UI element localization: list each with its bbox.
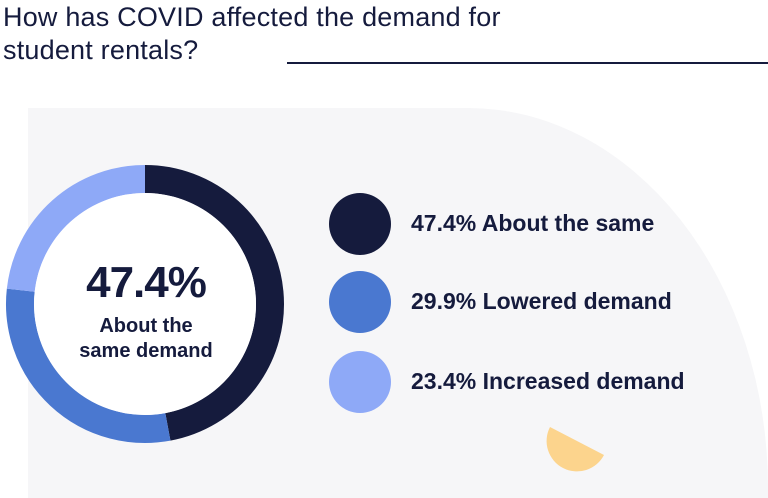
donut-hole [34,193,256,415]
chart-title-line-2: student rentals? [3,35,199,65]
legend-swatch-increased [329,351,391,413]
legend-label-increased: 23.4% Increased demand [411,368,685,394]
legend-swatch-about-same [329,193,391,255]
donut-slice-increased [6,165,146,293]
donut-slice-about-same [144,165,284,441]
donut-slice-lowered [6,288,171,443]
legend-swatch-lowered [329,271,391,333]
yellow-half-circle [546,427,604,472]
chart-title-line-1: How has COVID affected the demand for [3,2,501,32]
donut-center-label-line-2: same demand [79,340,213,362]
legend-label-lowered: 29.9% Lowered demand [411,288,672,314]
donut-center-label: About the same demand [46,314,246,364]
legend-label-about-same: 47.4% About the same [411,210,655,236]
donut-center-value: 47.4% [86,258,207,307]
title-underline [287,62,768,64]
chart-title: How has COVID affected the demand for st… [3,1,501,67]
donut-chart [6,165,284,443]
donut-center-label-line-1: About the [99,315,193,337]
